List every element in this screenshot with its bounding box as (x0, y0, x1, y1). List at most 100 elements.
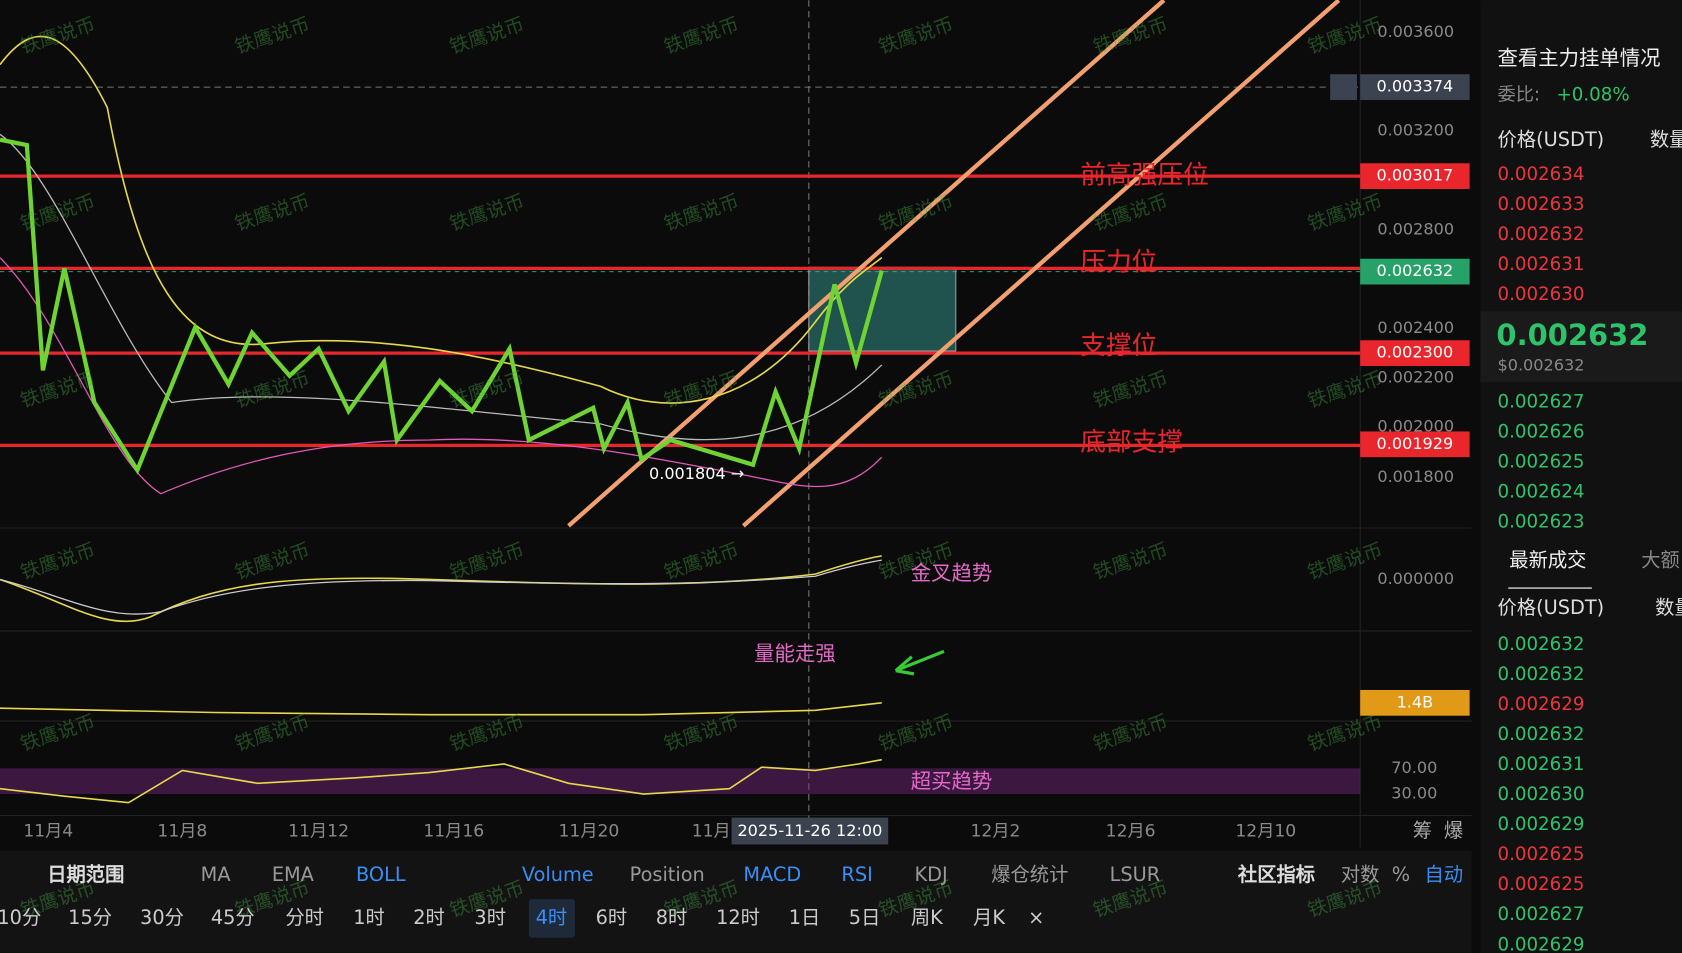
crosshair-plus[interactable] (1330, 74, 1357, 100)
indicator-button[interactable]: LSUR (1110, 863, 1161, 886)
price-tag (1360, 258, 1470, 285)
level-annotation: 支撑位 (1080, 331, 1157, 361)
volume-value: 1.4B (1397, 692, 1434, 711)
trade-price: 0.002629 (1497, 934, 1584, 953)
interval-selected (528, 899, 575, 938)
indicator-button[interactable]: 社区指标 (1237, 863, 1315, 886)
trade-price: 0.002627 (1497, 904, 1584, 925)
bid-price: 0.002624 (1497, 482, 1584, 503)
indicator-button[interactable]: Position (630, 863, 705, 886)
price-tag (1360, 74, 1470, 100)
boll-lower (0, 257, 883, 495)
interval-button[interactable]: 45分 (211, 906, 255, 929)
last-price-usd: $0.002632 (1497, 356, 1584, 375)
trade-price: 0.002630 (1497, 784, 1584, 805)
interval-button[interactable]: 5日 (849, 906, 881, 929)
side-icon[interactable]: 爆 (1444, 819, 1463, 842)
indicator-button[interactable]: EMA (272, 863, 315, 886)
price-tick-label: 0.003600 (1377, 22, 1454, 41)
level-lines (0, 174, 1361, 448)
indicator-button[interactable]: 自动 (1425, 863, 1464, 886)
ratio-label: 委比: (1497, 85, 1540, 106)
indicator-button[interactable]: RSI (841, 863, 872, 886)
indicator-note: 金叉趋势 (911, 561, 993, 585)
trade-price: 0.002631 (1497, 754, 1584, 775)
interval-button[interactable]: 6时 (596, 906, 628, 929)
column-header: 数量 (1655, 596, 1682, 619)
bid-price: 0.002625 (1497, 452, 1584, 473)
x-tick-label: 11月8 (157, 822, 207, 842)
crosshair-time: 2025-11-26 12:00 (737, 821, 882, 840)
level-annotation: 压力位 (1080, 248, 1157, 278)
indicator-note: 超买趋势 (911, 769, 993, 793)
interval-button[interactable]: 15分 (68, 906, 112, 929)
indicator-button[interactable]: MA (201, 863, 232, 886)
indicator-button[interactable]: 爆仓统计 (991, 863, 1068, 886)
indicator-button[interactable]: MACD (743, 863, 801, 886)
toolbar (0, 850, 1472, 953)
indicator-button[interactable]: % (1392, 863, 1410, 886)
macd-line (0, 555, 882, 623)
ask-price: 0.002633 (1497, 194, 1584, 215)
macd-value: 0.000000 (1377, 569, 1454, 588)
tab[interactable]: 最新成交 (1509, 549, 1586, 572)
price-tag-label: 0.001929 (1377, 434, 1454, 453)
price-tick-label: 0.003200 (1377, 121, 1454, 140)
interval-button[interactable]: 周K (911, 906, 944, 929)
trade-price: 0.002625 (1497, 844, 1584, 865)
order-book-title[interactable]: 查看主力挂单情况 (1497, 46, 1660, 70)
interval-button[interactable]: 分时 (285, 906, 324, 929)
trade-price: 0.002632 (1497, 664, 1584, 685)
x-tick-label: 11月12 (288, 822, 349, 842)
tab[interactable]: 大额 (1641, 549, 1680, 572)
interval-button[interactable]: 1时 (353, 906, 385, 929)
indicator-button[interactable]: 日期范围 (47, 863, 124, 886)
ask-price: 0.002632 (1497, 224, 1584, 245)
trade-price: 0.002632 (1497, 634, 1584, 655)
ask-price: 0.002630 (1497, 284, 1584, 305)
bid-price: 0.002626 (1497, 422, 1584, 443)
price-tag-label: 0.003017 (1377, 166, 1454, 185)
interval-button[interactable]: 1日 (789, 906, 821, 929)
price-tick-label: 0.002800 (1377, 219, 1454, 238)
interval-button[interactable]: 3时 (474, 906, 506, 929)
x-tick-label: 12月10 (1235, 822, 1296, 842)
level-annotation: 前高强压位 (1080, 161, 1209, 191)
price-tag (1360, 431, 1470, 458)
low-label: 0.001804 → (649, 464, 744, 483)
indicator-button[interactable]: 对数 (1341, 863, 1380, 886)
indicator-note: 量能走强 (754, 642, 836, 666)
volume-tag (1360, 689, 1470, 716)
indicator-button[interactable]: Volume (522, 863, 594, 886)
channel-lines (567, 0, 1341, 528)
boll-upper (0, 35, 883, 404)
price-tag (1360, 340, 1470, 367)
rsi-high: 70.00 (1391, 758, 1437, 777)
interval-button[interactable]: 2时 (413, 906, 445, 929)
trend-zigzag (0, 137, 884, 475)
interval-button[interactable]: 12时 (716, 906, 760, 929)
rsi-line (0, 758, 882, 804)
last-price: 0.002632 (1496, 318, 1648, 352)
side-icon[interactable]: 筹 (1413, 819, 1432, 842)
ask-price: 0.002631 (1497, 254, 1584, 275)
last-price-row (1480, 311, 1682, 383)
x-tick-label: 12月2 (971, 822, 1021, 842)
bid-price: 0.002627 (1497, 391, 1584, 412)
indicator-button[interactable]: KDJ (914, 863, 947, 886)
interval-button[interactable]: 10分 (0, 906, 41, 929)
trade-price: 0.002625 (1497, 874, 1584, 895)
interval-button[interactable]: 月K (973, 906, 1006, 929)
interval-button[interactable]: 8时 (656, 906, 688, 929)
interval-button[interactable]: 4时 (536, 906, 568, 929)
column-header: 价格(USDT) (1497, 128, 1604, 151)
interval-button[interactable]: 30分 (140, 906, 184, 929)
x-tick-label: 11月4 (23, 822, 73, 842)
interval-button[interactable]: × (1028, 906, 1044, 929)
column-header: 价格(USDT) (1497, 596, 1604, 619)
trade-price: 0.002629 (1497, 694, 1584, 715)
arrow-icon (894, 649, 945, 676)
indicator-button[interactable]: BOLL (356, 863, 406, 886)
